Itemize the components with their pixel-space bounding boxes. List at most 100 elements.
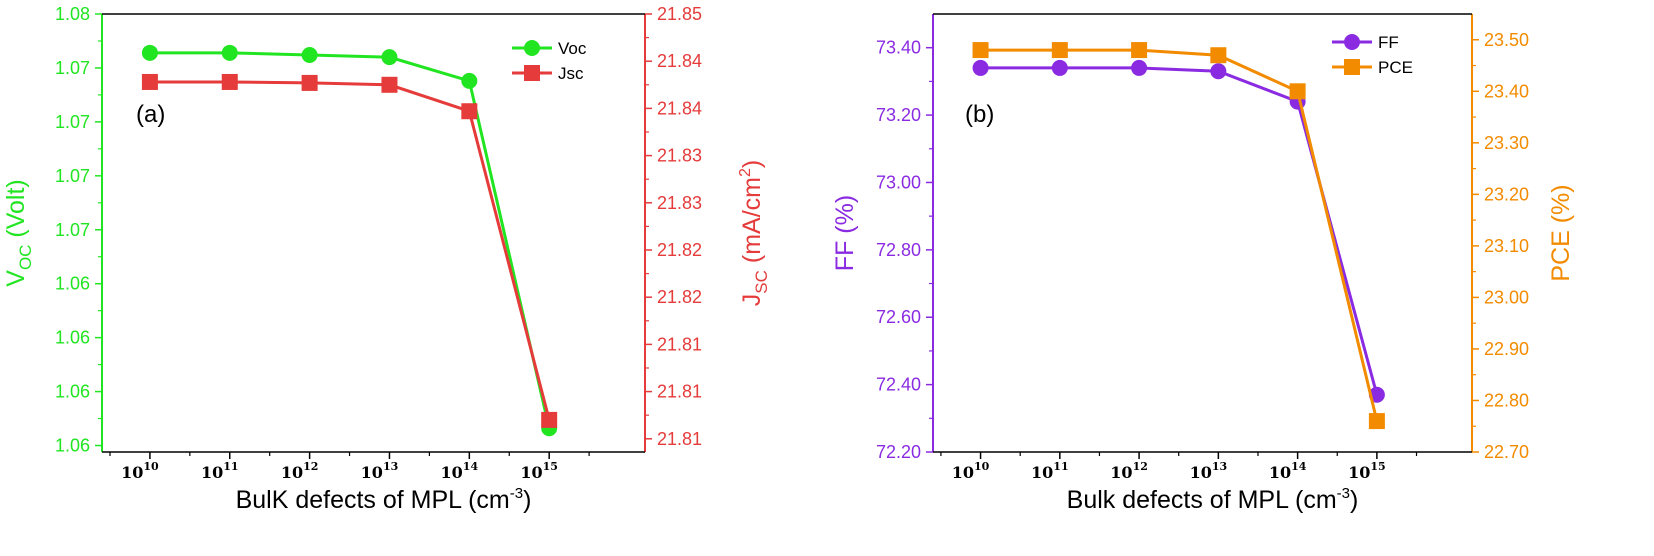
data-point-ff [1131, 59, 1148, 76]
legend-label: FF [1378, 33, 1399, 52]
left-tick-label: 1.06 [55, 328, 90, 348]
right-tick-label: 21.81 [657, 382, 702, 402]
right-tick-label: 21.85 [657, 4, 702, 24]
right-tick-label: 23.30 [1484, 133, 1529, 153]
legend-marker [1344, 34, 1360, 50]
axis-title-part: (%) [1547, 184, 1575, 230]
x-tick-exponent: 14 [463, 460, 479, 473]
series-line-pce [980, 48, 1379, 422]
x-axis-title: BulK defects of MPL (cm-3) [236, 485, 532, 514]
x-tick-label: 1012 [1110, 460, 1148, 482]
left-tick-label: 1.07 [55, 112, 90, 132]
x-tick-base: 10 [1110, 463, 1132, 482]
right-axis-title: PCE (%) [1547, 184, 1575, 281]
x-tick-exponent: 13 [1212, 460, 1227, 473]
axis-title-part: (mA/cm [738, 177, 766, 270]
data-point-pce [1368, 413, 1385, 430]
data-point-jsc [381, 76, 398, 93]
axis-title-part: FF [831, 241, 859, 272]
left-tick-label: 72.40 [876, 375, 921, 395]
left-tick-label: 1.06 [55, 274, 90, 294]
data-point-jsc [221, 73, 238, 90]
x-tick-exponent: 15 [1370, 460, 1385, 473]
x-tick-base: 10 [441, 463, 463, 482]
right-tick-label: 22.90 [1484, 339, 1529, 359]
right-tick-label: 21.81 [657, 429, 702, 449]
data-point-ff [972, 59, 989, 76]
x-tick-base: 10 [121, 463, 143, 482]
right-tick-label: 23.00 [1484, 287, 1529, 307]
right-tick-label: 23.40 [1484, 81, 1529, 101]
axis-title-part: 2 [737, 168, 754, 177]
left-tick-label: 73.40 [876, 38, 921, 58]
legend-marker [524, 65, 540, 81]
series-line-ff [980, 66, 1379, 396]
panel-label: (a) [136, 101, 165, 128]
left-tick-label: 1.07 [55, 166, 90, 186]
x-tick-base: 10 [281, 463, 303, 482]
data-point-ff [1210, 63, 1227, 80]
axis-title-part: V [2, 270, 30, 287]
x-axis-title-sup: -3 [510, 485, 523, 502]
data-point-voc [461, 72, 478, 89]
axis-title-part: J [738, 294, 766, 307]
x-tick-label: 1010 [952, 460, 990, 482]
x-axis-title-text: BulK defects of MPL (cm [236, 486, 510, 514]
right-tick-label: 23.20 [1484, 184, 1529, 204]
data-point-pce [1210, 47, 1227, 64]
legend-label: Voc [558, 39, 587, 58]
x-tick-exponent: 12 [303, 460, 318, 473]
x-tick-exponent: 11 [223, 460, 238, 473]
x-tick-label: 1011 [1031, 460, 1069, 482]
right-tick-label: 21.83 [657, 193, 702, 213]
right-tick-label: 22.80 [1484, 390, 1529, 410]
x-tick-base: 10 [1031, 463, 1053, 482]
axis-title-part: (Volt) [2, 179, 30, 244]
left-tick-label: 1.07 [55, 220, 90, 240]
data-point-voc [381, 49, 398, 66]
x-tick-exponent: 11 [1053, 460, 1068, 473]
x-axis-title-close: ) [1350, 486, 1358, 514]
left-tick-label: 1.07 [55, 58, 90, 78]
series-line-jsc [149, 80, 551, 421]
x-axis-title-text: Bulk defects of MPL (cm [1067, 486, 1337, 514]
left-axis-title: VOC (Volt) [2, 179, 35, 286]
left-tick-label: 1.06 [55, 382, 90, 402]
x-tick-label: 1013 [361, 460, 399, 482]
right-tick-label: 23.50 [1484, 30, 1529, 50]
x-tick-label: 1011 [201, 460, 239, 482]
x-tick-label: 1010 [121, 460, 159, 482]
data-point-voc [221, 44, 238, 61]
left-tick-label: 1.08 [55, 4, 90, 24]
x-axis-title-sup: -3 [1337, 485, 1350, 502]
x-tick-exponent: 12 [1133, 460, 1148, 473]
x-tick-label: 1015 [520, 460, 558, 482]
data-point-pce [1131, 42, 1148, 59]
right-tick-label: 23.10 [1484, 236, 1529, 256]
x-tick-base: 10 [952, 463, 974, 482]
right-tick-label: 21.84 [657, 98, 702, 118]
x-tick-exponent: 14 [1291, 460, 1307, 473]
data-point-ff [1051, 59, 1068, 76]
x-tick-base: 10 [1269, 463, 1291, 482]
left-tick-label: 73.00 [876, 172, 921, 192]
right-axis-title: JSC (mA/cm2) [737, 160, 771, 306]
axis-title-part: SC [752, 270, 771, 294]
x-tick-label: 1014 [1269, 460, 1307, 482]
panel-label: (b) [965, 101, 994, 128]
data-point-voc [301, 46, 318, 63]
left-tick-label: 1.06 [55, 436, 90, 456]
x-tick-base: 10 [1190, 463, 1212, 482]
legend-label: Jsc [558, 64, 584, 83]
x-tick-label: 1015 [1348, 460, 1386, 482]
right-tick-label: 21.82 [657, 240, 702, 260]
data-point-jsc [461, 103, 478, 120]
left-tick-label: 73.20 [876, 105, 921, 125]
axis-title-part: PCE [1547, 230, 1575, 281]
legend-marker [524, 40, 540, 56]
legend-marker [1344, 59, 1360, 75]
data-point-pce [1051, 42, 1068, 59]
axis-title-part: OC [16, 245, 35, 271]
x-tick-base: 10 [361, 463, 383, 482]
